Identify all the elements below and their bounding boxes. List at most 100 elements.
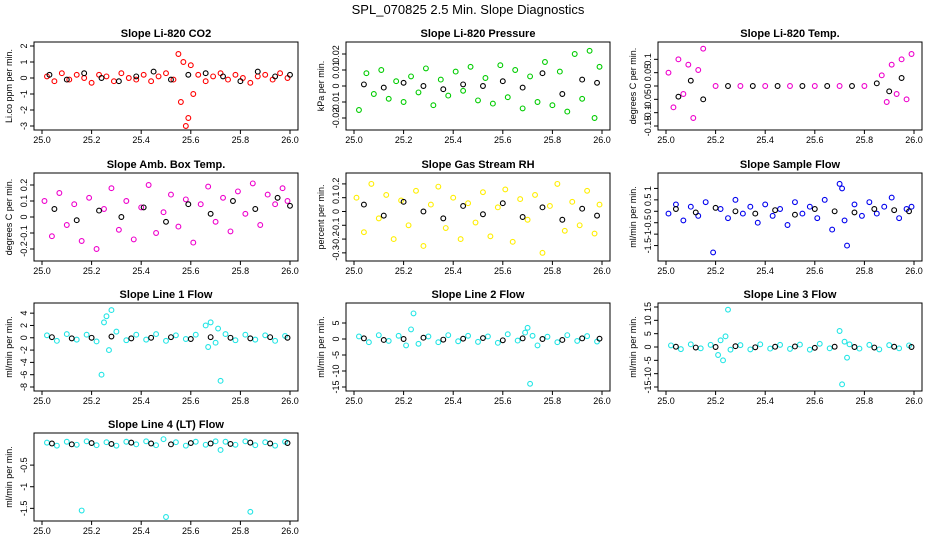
y-tick-label: -0.2 xyxy=(331,231,341,247)
data-point xyxy=(279,185,286,192)
data-point xyxy=(846,341,853,348)
data-point xyxy=(725,83,731,89)
x-tick-label: 25.6 xyxy=(182,135,200,145)
data-point xyxy=(272,73,279,80)
data-point xyxy=(242,438,249,445)
data-point xyxy=(212,438,219,445)
x-tick-label: 25.6 xyxy=(806,266,824,276)
data-point xyxy=(420,243,427,249)
y-tick-label: 0.01 xyxy=(331,61,341,79)
data-point xyxy=(787,345,793,352)
data-point xyxy=(217,377,224,384)
data-point xyxy=(747,346,754,353)
data-point xyxy=(866,341,873,348)
data-point xyxy=(370,91,377,97)
data-point xyxy=(876,346,883,353)
data-point xyxy=(249,180,256,187)
data-point xyxy=(888,61,895,68)
plot-title: Slope Li-820 CO2 xyxy=(121,28,211,40)
data-point xyxy=(71,201,78,208)
data-point xyxy=(591,230,598,237)
y-tick-label: 2 xyxy=(19,323,29,328)
x-tick-label: 25.8 xyxy=(232,526,250,536)
data-point xyxy=(532,191,538,198)
data-point xyxy=(63,222,70,228)
data-point xyxy=(78,507,85,514)
data-point xyxy=(58,70,65,77)
data-point xyxy=(527,73,534,80)
plot-frame xyxy=(657,41,923,131)
data-point xyxy=(467,63,474,70)
data-point xyxy=(712,344,719,350)
data-point xyxy=(408,326,414,333)
data-point xyxy=(83,331,90,338)
data-point xyxy=(202,441,209,448)
x-tick-label: 26.0 xyxy=(593,135,611,145)
data-point xyxy=(896,215,903,222)
x-tick-label: 26.0 xyxy=(593,396,611,406)
data-point xyxy=(103,73,110,80)
data-point xyxy=(687,341,694,348)
data-point xyxy=(368,180,375,187)
data-point xyxy=(687,203,694,210)
x-tick-label: 25.2 xyxy=(707,135,725,145)
data-point xyxy=(866,199,873,206)
plot-frame xyxy=(33,172,299,262)
data-point xyxy=(93,442,100,449)
data-point xyxy=(772,343,779,350)
x-tick-label: 25.8 xyxy=(856,396,874,406)
data-point xyxy=(252,442,259,449)
data-point xyxy=(380,337,387,343)
data-point xyxy=(792,343,798,350)
data-point xyxy=(133,76,140,83)
y-tick-label: -1 xyxy=(19,90,29,98)
y-tick-label: 10 xyxy=(643,315,653,325)
data-point xyxy=(762,83,769,89)
plot-frame xyxy=(33,432,299,522)
data-point xyxy=(148,78,155,85)
data-point xyxy=(63,438,70,445)
data-point xyxy=(460,81,467,88)
data-point xyxy=(571,51,578,57)
y-tick-label: 0.5 xyxy=(643,194,653,207)
x-tick-label: 25.8 xyxy=(856,266,874,276)
data-point xyxy=(125,75,132,81)
data-point xyxy=(480,189,486,196)
data-point xyxy=(517,196,524,203)
data-point xyxy=(202,70,209,77)
x-tick-label: 25.4 xyxy=(132,266,150,276)
data-point xyxy=(385,337,392,344)
data-point xyxy=(163,514,169,520)
data-point xyxy=(202,78,209,85)
data-point xyxy=(559,91,566,97)
data-point xyxy=(502,186,509,193)
data-point xyxy=(851,201,858,208)
data-point xyxy=(264,191,271,198)
data-point xyxy=(514,337,521,344)
data-point xyxy=(247,439,254,446)
data-point xyxy=(546,203,553,209)
data-point xyxy=(527,380,534,387)
data-point xyxy=(415,340,422,347)
x-tick-label: 26.0 xyxy=(281,526,299,536)
x-tick-label: 26.0 xyxy=(281,135,299,145)
data-point xyxy=(210,73,217,80)
data-point xyxy=(685,61,692,68)
data-point xyxy=(908,344,915,350)
data-point xyxy=(844,242,850,249)
data-point xyxy=(150,68,157,75)
data-point xyxy=(561,227,568,234)
data-point xyxy=(413,187,419,194)
data-point xyxy=(148,440,155,447)
data-point xyxy=(56,190,63,196)
data-point xyxy=(529,332,536,339)
data-point xyxy=(672,343,679,350)
plot-panel: Slope Amb. Box Temp. 25.0 25.2 25.4 25.6 25.8… xyxy=(4,159,299,276)
data-point xyxy=(670,104,677,111)
data-point xyxy=(41,198,48,204)
data-point xyxy=(539,204,546,211)
data-point xyxy=(415,89,422,96)
data-point xyxy=(115,226,122,233)
data-point xyxy=(849,83,855,89)
y-axis-label: degrees C per min. xyxy=(4,179,14,256)
